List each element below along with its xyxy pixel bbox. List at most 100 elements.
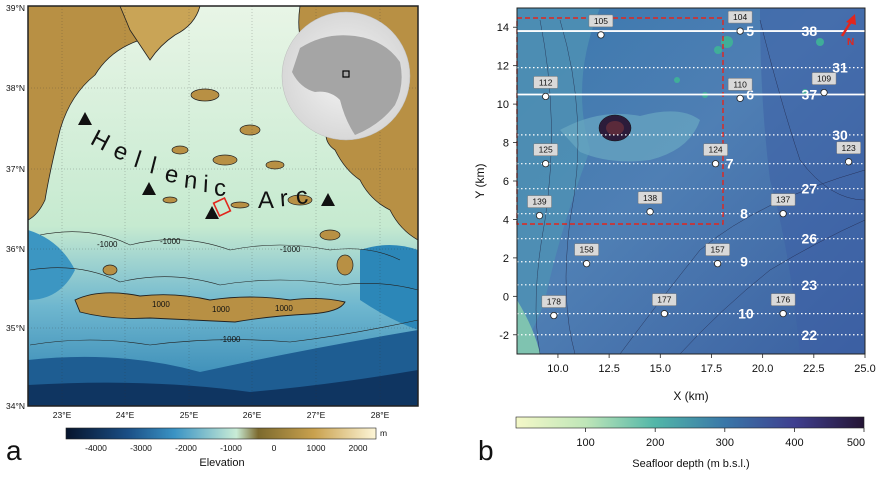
station-id: 138: [643, 193, 657, 203]
station-label-box: [527, 195, 552, 208]
colorbar-b-tick: 100: [576, 437, 594, 449]
colorbar-a-tick: 1000: [307, 443, 326, 453]
colorbar-b-ticks: 100 200 300 400 500: [576, 428, 865, 449]
colorbar-b-tick: 300: [716, 437, 734, 449]
volcanic-ridge: [560, 111, 700, 162]
x-tick-label: 12.5: [598, 363, 619, 375]
lat-label: 37°N: [6, 164, 25, 174]
contour-label: -1000: [280, 245, 301, 254]
survey-line-label: 10: [738, 306, 754, 322]
station-id: 125: [539, 145, 553, 155]
y-tick-label: 4: [503, 214, 509, 226]
lat-label: 39°N: [6, 3, 25, 13]
station-label-box: [811, 72, 837, 85]
station-marker: [582, 260, 591, 268]
colorbar-b-tick: 400: [785, 437, 803, 449]
station-marker: [736, 94, 744, 102]
station-id: 177: [657, 295, 671, 305]
x-tick-label: 10.0: [547, 363, 568, 375]
survey-line-label: 30: [832, 127, 848, 143]
survey-line-label: 26: [802, 231, 818, 247]
survey-line-label: 8: [740, 206, 748, 222]
x-axis-label: X (km): [673, 389, 708, 403]
north-arrow: N: [840, 14, 856, 48]
arc-letter: c: [294, 182, 310, 210]
lat-label: 34°N: [6, 401, 25, 411]
x-tick-label: 25.0: [854, 363, 875, 375]
station-marker: [779, 310, 787, 318]
lon-label: 26°E: [243, 410, 262, 420]
lon-labels: 23°E 24°E 25°E 26°E 27°E 28°E: [53, 410, 390, 420]
x-tick-label: 22.5: [803, 363, 824, 375]
station-id: 110: [733, 79, 747, 89]
colorbar-b-tick: 500: [847, 437, 865, 449]
map-a-frame: [27, 5, 419, 407]
colorbar-b-title: Seafloor depth (m b.s.l.): [632, 458, 749, 470]
station-label-box: [727, 10, 753, 24]
station-label-box: [703, 143, 728, 156]
station-marker: [542, 92, 550, 101]
colorbar-a: [65, 427, 377, 440]
survey-line-label: 22: [802, 327, 818, 343]
arc-letter: l: [147, 152, 159, 179]
station-marker: [597, 31, 605, 39]
station-marker: [646, 208, 654, 216]
station-label-box: [588, 14, 614, 28]
station-label-box: [727, 78, 753, 91]
survey-line-label: 7: [726, 156, 734, 172]
colorbar-a-tick: 2000: [349, 443, 368, 453]
station-label-box: [836, 141, 861, 155]
y-tick-label: 14: [497, 22, 509, 34]
y-tick-label: -2: [499, 330, 509, 342]
shallow-slope-southwest: [517, 300, 540, 354]
station-id: 158: [580, 245, 594, 255]
north-label: N: [847, 37, 854, 48]
station-id: 112: [539, 77, 553, 87]
station-id: 124: [708, 145, 722, 155]
station-id: 123: [842, 143, 856, 153]
islands: [102, 88, 354, 276]
volcano-triangle-icon: [142, 182, 156, 195]
colorbar-a-ticks: -4000 -3000 -2000 -1000 0 1000 2000: [85, 443, 368, 453]
y-tick-label: 8: [503, 138, 509, 150]
arc-letter: n: [183, 166, 199, 194]
deep-basin-east: [360, 245, 418, 330]
station-marker: [660, 310, 668, 318]
panel-b-label: b: [478, 435, 494, 466]
study-area-box: [212, 197, 232, 217]
station-label-box: [533, 76, 558, 89]
y-tick-label: 0: [503, 291, 509, 303]
globe-inset: [281, 11, 411, 141]
colorbar-a-title: Elevation: [199, 457, 244, 469]
panel-a-label: a: [6, 435, 22, 466]
survey-line-label: 37: [802, 87, 818, 103]
lon-label: 25°E: [180, 410, 199, 420]
survey-line-label: 31: [832, 60, 848, 76]
lat-labels: 39°N 38°N 37°N 36°N 35°N 34°N: [6, 3, 25, 411]
station-marker: [820, 88, 828, 97]
colorbar-a-tick: 0: [272, 443, 277, 453]
survey-line-label: 38: [802, 23, 818, 39]
x-tick-label: 20.0: [752, 363, 773, 375]
y-tick-label: 12: [497, 61, 509, 73]
station-label-box: [770, 293, 796, 306]
station-marker: [845, 158, 853, 166]
lon-label: 27°E: [307, 410, 326, 420]
globe-continents: [292, 35, 402, 136]
station-marker: [779, 210, 787, 218]
lat-label: 38°N: [6, 83, 25, 93]
y-axis-label: Y (km): [473, 163, 487, 198]
station-id: 104: [733, 12, 747, 22]
arc-letter: A: [258, 187, 274, 214]
arc-letter: e: [163, 160, 181, 189]
survey-line-label: 23: [802, 277, 818, 293]
arc-letter: c: [214, 175, 226, 202]
contour-label: -1000: [220, 335, 241, 344]
survey-line-label: 27: [802, 181, 818, 197]
station-marker: [542, 160, 550, 168]
station-id: 137: [776, 195, 790, 205]
